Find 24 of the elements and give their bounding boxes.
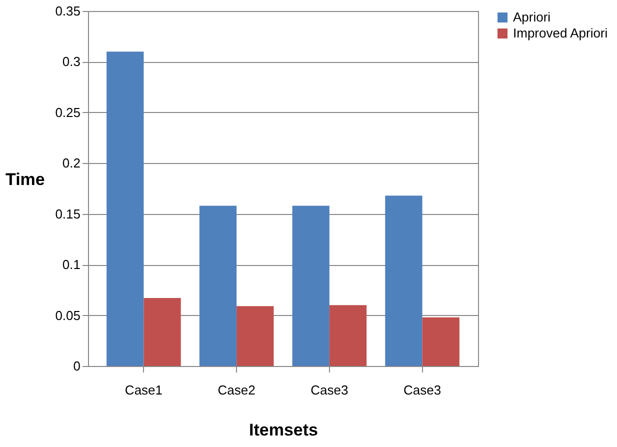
y-tick-label: 0.15 <box>55 206 80 222</box>
bar <box>329 305 367 366</box>
y-tick-label: 0.25 <box>55 104 80 120</box>
y-tick-label: 0.1 <box>62 257 80 272</box>
bar <box>199 206 237 366</box>
x-tick-label: Case1 <box>124 382 163 398</box>
x-tick-label: Case2 <box>218 382 256 398</box>
y-tick-label: 0.05 <box>55 308 80 323</box>
legend-label: Apriori <box>513 10 551 24</box>
bar <box>385 196 422 366</box>
bar <box>422 317 460 366</box>
y-tick-label: 0 <box>73 358 80 374</box>
y-tick-label: 0.2 <box>62 156 80 171</box>
bar <box>236 306 274 366</box>
bar <box>144 298 181 366</box>
y-tick-label: 0.35 <box>55 4 80 18</box>
legend-label: Improved Apriori <box>513 26 608 40</box>
x-tick-label: Case3 <box>310 382 348 398</box>
bar <box>292 206 330 366</box>
x-tick-label: Case3 <box>403 382 442 398</box>
x-axis-title: Itemsets <box>249 420 318 440</box>
y-axis-title: Time <box>6 170 45 189</box>
bar <box>106 52 144 366</box>
y-tick-label: 0.3 <box>62 54 80 70</box>
